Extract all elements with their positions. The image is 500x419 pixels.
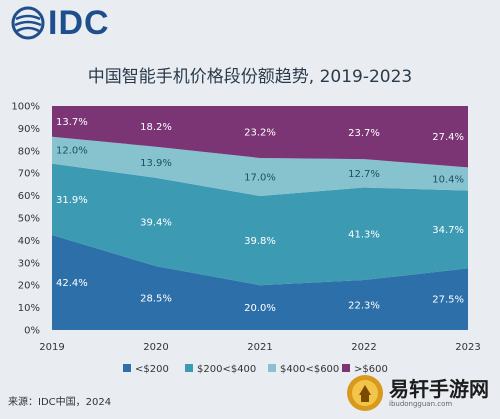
data-label: 18.2%: [140, 122, 172, 133]
watermark-title: 易轩手游网: [389, 376, 489, 401]
y-tick-label: 100%: [11, 102, 40, 113]
x-tick-label: 2019: [39, 342, 64, 353]
x-tick-label: 2022: [351, 342, 376, 353]
y-tick-label: 30%: [18, 258, 40, 269]
data-label: 41.3%: [348, 229, 380, 240]
y-tick-label: 20%: [18, 281, 40, 292]
data-label: 39.8%: [244, 236, 276, 247]
area-400-600: [52, 136, 468, 197]
idc-logo: IDC: [10, 5, 110, 41]
data-label: 12.7%: [348, 169, 380, 180]
legend-swatch: [268, 364, 276, 372]
watermark-subtitle: ibudongguan.com: [389, 399, 453, 408]
legend-swatch: [185, 364, 193, 372]
watermark-badge-icon: [347, 375, 383, 411]
y-tick-label: 70%: [18, 169, 40, 180]
logo-text: IDC: [48, 4, 110, 42]
data-label: 10.4%: [432, 175, 464, 186]
data-label: 17.0%: [244, 173, 276, 184]
data-label: 23.2%: [244, 127, 276, 138]
data-label: 12.0%: [56, 146, 88, 157]
legend-label: <$200: [135, 364, 169, 375]
x-tick-label: 2020: [143, 342, 168, 353]
area-600: [52, 106, 468, 168]
data-label: 42.4%: [56, 278, 88, 289]
y-tick-label: 50%: [18, 214, 40, 225]
legend-label: $400<$600: [280, 364, 339, 375]
data-label: 39.4%: [140, 218, 172, 229]
y-tick-label: 90%: [18, 124, 40, 135]
source-note: 来源：IDC中国，2024: [8, 397, 112, 408]
x-tick-label: 2023: [455, 342, 480, 353]
y-tick-label: 60%: [18, 191, 40, 202]
data-label: 28.5%: [140, 294, 172, 305]
data-label: 13.9%: [140, 158, 172, 169]
y-tick-label: 40%: [18, 236, 40, 247]
data-label: 27.5%: [432, 295, 464, 306]
y-tick-label: 80%: [18, 146, 40, 157]
data-label: 22.3%: [348, 301, 380, 312]
data-label: 23.7%: [348, 128, 380, 139]
data-label: 34.7%: [432, 225, 464, 236]
y-tick-label: 0%: [24, 326, 40, 337]
chart-title: 中国智能手机价格段份额趋势, 2019-2023: [87, 67, 413, 87]
data-label: 20.0%: [244, 303, 276, 314]
legend-label: $200<$400: [197, 364, 256, 375]
legend-swatch: [342, 364, 350, 372]
x-tick-label: 2021: [247, 342, 272, 353]
area-200-400: [52, 163, 468, 286]
data-label: 13.7%: [56, 117, 88, 128]
y-tick-label: 10%: [18, 303, 40, 314]
globe-icon: [11, 6, 45, 40]
watermark: 易轩手游网 ibudongguan.com: [345, 372, 495, 414]
legend-label: >$600: [354, 364, 388, 375]
area-200: [52, 235, 468, 330]
legend-swatch: [123, 364, 131, 372]
data-label: 31.9%: [56, 195, 88, 206]
data-label: 27.4%: [432, 132, 464, 143]
